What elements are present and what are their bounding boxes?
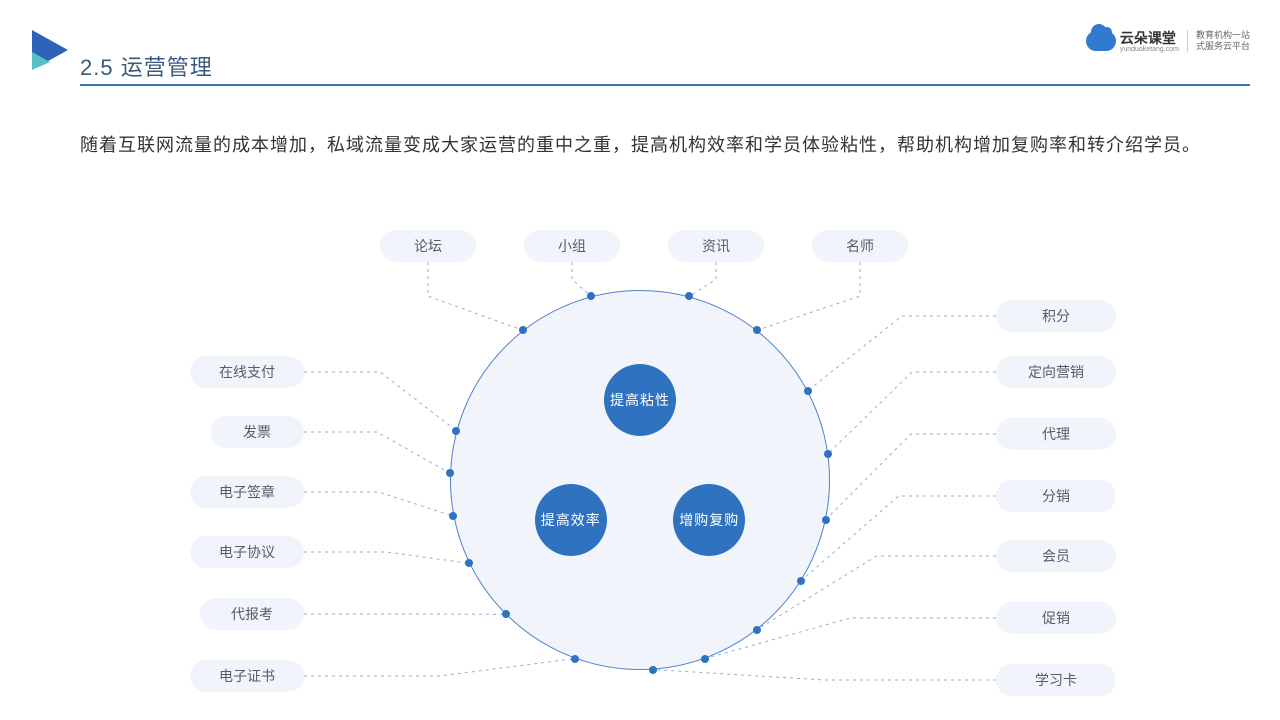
pill-points: 积分	[996, 300, 1116, 332]
brand-tagline-1: 教育机构一站	[1196, 30, 1250, 41]
pill-promo: 促销	[996, 602, 1116, 634]
pill-targeted: 定向营销	[996, 356, 1116, 388]
ring-dot	[824, 450, 832, 458]
brand-tagline-2: 式服务云平台	[1196, 41, 1250, 52]
pill-teacher: 名师	[812, 230, 908, 262]
pill-pay: 在线支付	[190, 356, 304, 388]
ring-dot	[452, 427, 460, 435]
ring-dot	[465, 559, 473, 567]
ring-dot	[701, 655, 709, 663]
brand-name: 云朵课堂	[1120, 28, 1179, 48]
section-number: 2.5	[80, 55, 114, 80]
pill-eagree: 电子协议	[190, 536, 304, 568]
ring-dot	[753, 626, 761, 634]
intro-paragraph: 随着互联网流量的成本增加，私域流量变成大家运营的重中之重，提高机构效率和学员体验…	[80, 128, 1230, 162]
pill-news: 资讯	[668, 230, 764, 262]
pill-ecert: 电子证书	[190, 660, 304, 692]
ring-dot	[685, 292, 693, 300]
ring-dot	[502, 610, 510, 618]
ring-dot	[649, 666, 657, 674]
pill-member: 会员	[996, 540, 1116, 572]
section-title-text: 运营管理	[121, 55, 213, 80]
pill-esign: 电子签章	[190, 476, 304, 508]
cloud-icon	[1086, 31, 1116, 51]
ring-dot	[587, 292, 595, 300]
operations-diagram: 提高粘性提高效率增购复购 论坛 小组 资讯 名师积分定向营销代理分销会员促销学习卡 在线支…	[0, 200, 1280, 720]
logo-separator	[1187, 30, 1188, 52]
ring-dot	[446, 469, 454, 477]
pill-agent: 代理	[996, 418, 1116, 450]
pill-forum: 论坛	[380, 230, 476, 262]
header-triangle-icon	[30, 28, 70, 77]
brand-sub: yunduoketang.com	[1120, 46, 1179, 53]
pill-distrib: 分销	[996, 480, 1116, 512]
pill-examreg: 代报考	[200, 598, 304, 630]
ring-dot	[449, 512, 457, 520]
ring-dot	[822, 516, 830, 524]
hub-efficiency: 提高效率	[535, 484, 607, 556]
pill-studycard: 学习卡	[996, 664, 1116, 696]
ring-dot	[804, 387, 812, 395]
header-rule	[80, 84, 1250, 86]
hub-repurchase: 增购复购	[673, 484, 745, 556]
pill-invoice: 发票	[210, 416, 304, 448]
brand-logo: 云朵课堂 yunduoketang.com 教育机构一站 式服务云平台	[1086, 28, 1250, 53]
ring-dot	[797, 577, 805, 585]
hub-sticky: 提高粘性	[604, 364, 676, 436]
pill-group: 小组	[524, 230, 620, 262]
ring-dot	[519, 326, 527, 334]
ring-dot	[753, 326, 761, 334]
ring-dot	[571, 655, 579, 663]
section-title: 2.5 运营管理	[80, 50, 213, 82]
